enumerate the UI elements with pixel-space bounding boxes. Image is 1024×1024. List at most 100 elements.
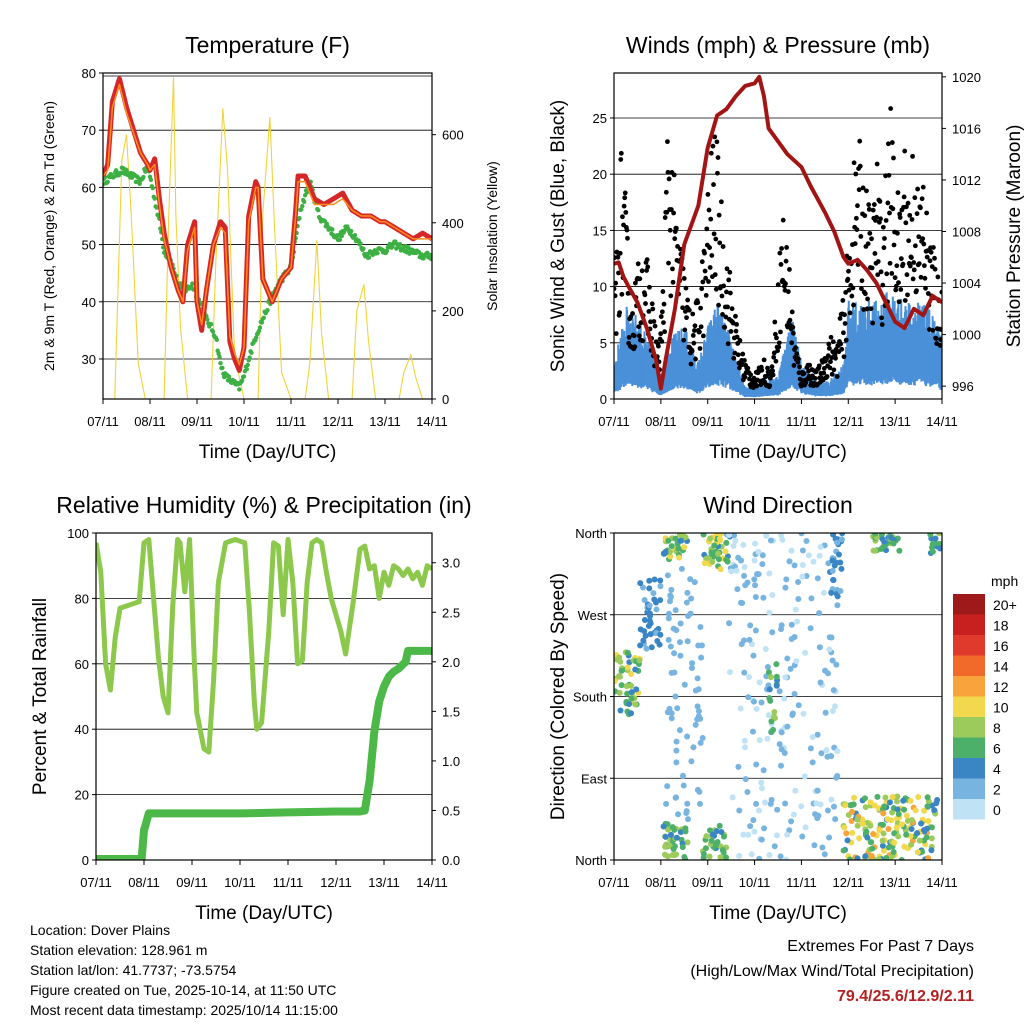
y-tick-label: North [575, 853, 607, 868]
direction-point [726, 533, 733, 538]
y-tick-label: 70 [82, 123, 96, 138]
direction-point [715, 550, 722, 557]
x-tick-label: 10/11 [739, 414, 771, 429]
direction-point [788, 621, 795, 628]
gust-point [885, 200, 891, 206]
direction-point [618, 682, 625, 689]
direction-point [637, 626, 644, 633]
dewpoint-point [416, 249, 422, 255]
direction-point [823, 747, 830, 754]
direction-point [811, 842, 818, 849]
direction-point [923, 834, 930, 841]
direction-point [664, 783, 671, 790]
direction-point [929, 548, 936, 555]
dewpoint-point [257, 325, 263, 330]
gust-point [865, 241, 871, 247]
gust-point [661, 320, 666, 325]
direction-point [870, 831, 877, 838]
direction-point [682, 856, 689, 860]
gust-point [939, 289, 942, 295]
dewpoint-point [249, 350, 254, 355]
direction-point [880, 806, 887, 813]
direction-point [624, 664, 631, 671]
direction-point [925, 818, 932, 825]
elevation-text: Station elevation: 128.961 m [30, 942, 208, 958]
plot-frame [613, 532, 943, 861]
direction-point [614, 678, 618, 685]
y-axis-label: Sonic Wind & Gust (Blue, Black) [548, 100, 569, 372]
direction-point [651, 596, 658, 603]
direction-point [880, 847, 887, 854]
gust-point [671, 172, 677, 178]
x-tick-label: 10/11 [228, 414, 260, 429]
direction-point [838, 536, 845, 543]
y2-tick-label: 1000 [952, 328, 981, 343]
direction-point [826, 646, 833, 653]
dewpoint-point [214, 337, 219, 343]
direction-point [653, 606, 660, 613]
direction-point [758, 836, 765, 843]
direction-point [694, 675, 701, 682]
direction-point [803, 538, 810, 545]
direction-point [850, 801, 857, 808]
gust-point [884, 271, 890, 277]
location-text: Location: Dover Plains [30, 922, 171, 938]
dewpoint-point [316, 207, 321, 213]
gust-point [770, 372, 776, 378]
gust-point [880, 282, 886, 288]
gust-point [937, 343, 942, 348]
gust-point [623, 210, 629, 215]
dewpoint-point [384, 248, 390, 254]
gust-point [874, 161, 880, 167]
gust-point [883, 218, 889, 223]
direction-point [894, 798, 901, 805]
direction-point [722, 854, 729, 860]
gust-point [938, 327, 942, 332]
direction-point [684, 589, 691, 596]
gust-point [698, 305, 703, 311]
direction-point [813, 800, 820, 807]
x-axis-label: Time (Day/UTC) [709, 442, 847, 463]
gust-point [645, 264, 651, 270]
x-tick-label: 11/11 [276, 414, 307, 429]
direction-point [800, 710, 807, 717]
gust-point [699, 286, 705, 292]
direction-point [820, 589, 827, 596]
x-tick-label: 09/11 [176, 875, 208, 890]
direction-point [683, 810, 690, 817]
direction-point [766, 851, 773, 858]
gust-point [635, 261, 641, 267]
gust-point [778, 262, 784, 267]
direction-point [755, 548, 762, 555]
gust-point [867, 230, 873, 236]
gust-point [689, 348, 695, 354]
dewpoint-point [239, 378, 245, 383]
dewpoint-point [427, 252, 432, 258]
direction-point [752, 582, 759, 589]
direction-point [799, 561, 806, 568]
direction-point [741, 563, 748, 570]
gust-point [927, 258, 933, 264]
direction-point [849, 829, 856, 836]
dewpoint-point [205, 317, 210, 322]
gust-point [909, 217, 915, 222]
direction-point [677, 620, 684, 627]
dewpoint-point [113, 168, 119, 173]
gust-point [785, 289, 791, 295]
direction-point [735, 763, 742, 770]
direction-point [641, 597, 648, 604]
direction-point [862, 795, 869, 802]
gust-point [708, 150, 714, 156]
direction-point [816, 644, 823, 651]
gust-point [773, 358, 779, 364]
gust-point [681, 337, 687, 343]
direction-point [750, 652, 757, 659]
gust-point [662, 215, 668, 220]
direction-point [748, 851, 755, 858]
gust-point [885, 141, 891, 147]
gust-point [670, 279, 676, 285]
direction-point [683, 599, 690, 606]
direction-point [709, 558, 716, 565]
dewpoint-point [300, 203, 305, 209]
direction-point [740, 831, 747, 838]
